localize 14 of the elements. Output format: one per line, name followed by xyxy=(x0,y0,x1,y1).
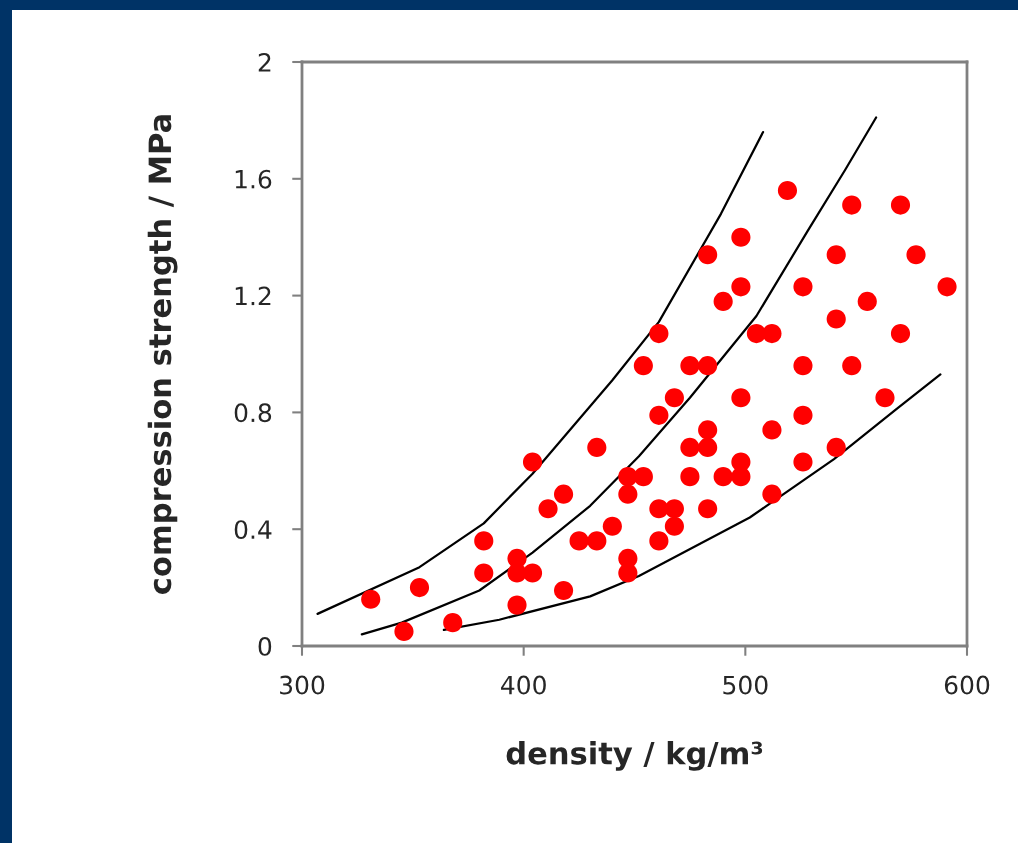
x-tick-label: 400 xyxy=(501,675,546,695)
y-tick-label: 1.6 xyxy=(235,169,272,189)
y-axis-title: compression strength / MPa xyxy=(147,115,178,594)
y-tick-label: 2 xyxy=(258,52,271,72)
x-tick-label: 600 xyxy=(944,675,990,695)
y-tick-label: 0.4 xyxy=(234,520,272,540)
line-series xyxy=(442,373,942,632)
line-series xyxy=(316,130,765,615)
x-tick-label: 500 xyxy=(723,675,768,695)
y-tick-label: 1.2 xyxy=(235,286,271,306)
y-tick-label: 0 xyxy=(258,636,272,656)
x-tick-label: 300 xyxy=(280,675,325,695)
x-axis-title: density / kg/m³ xyxy=(506,741,763,771)
y-tick-label: 0.8 xyxy=(234,403,272,423)
